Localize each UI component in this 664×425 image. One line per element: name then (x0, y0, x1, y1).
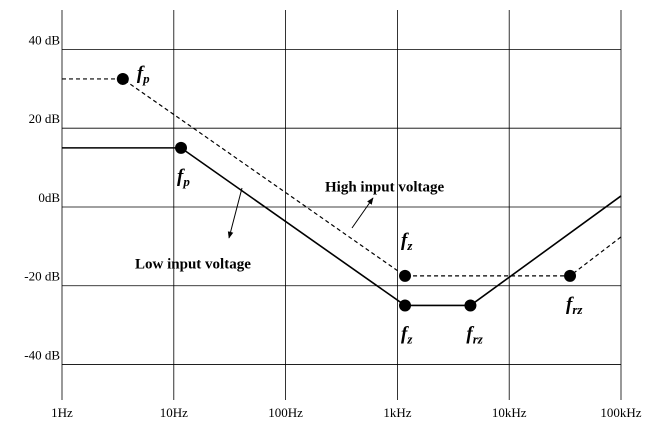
point-marker (399, 269, 412, 282)
x-tick-label: 1kHz (383, 405, 411, 420)
point-label-main: f (177, 166, 185, 187)
series-line (62, 147, 622, 307)
point-label-main: f (401, 324, 409, 345)
point-label: fz (401, 324, 413, 347)
y-tick-label: 40 dB (29, 32, 61, 47)
point-label-sub: rz (572, 302, 583, 317)
y-tick-label: -40 dB (24, 348, 60, 363)
y-tick-label: 0dB (38, 190, 60, 205)
series-line (62, 78, 622, 277)
point-marker (464, 299, 477, 312)
point-marker (564, 269, 577, 282)
point-label-main: f (466, 324, 474, 345)
y-tick-label: -20 dB (24, 269, 60, 284)
point-label-main: f (137, 63, 145, 84)
x-tick-label: 100kHz (600, 405, 641, 420)
point-marker (116, 72, 129, 85)
point-marker (175, 141, 188, 154)
point-label-sub: z (406, 238, 413, 253)
point-label: fp (137, 63, 150, 86)
point-marker (399, 299, 412, 312)
series-label: High input voltage (325, 179, 445, 195)
point-label-sub: z (406, 331, 413, 346)
point-label-sub: p (182, 174, 190, 189)
point-label: frz (566, 294, 583, 317)
point-label: fz (401, 230, 413, 253)
series-arrow (227, 187, 243, 239)
x-tick-label: 1Hz (51, 405, 73, 420)
x-tick-label: 100Hz (268, 405, 303, 420)
point-label-sub: p (142, 71, 150, 86)
series-label: Low input voltage (135, 256, 251, 272)
point-label-main: f (401, 230, 409, 251)
point-label-main: f (566, 294, 574, 315)
point-label: fp (177, 166, 190, 189)
series-arrow (351, 197, 374, 229)
y-tick-label: 20 dB (29, 111, 61, 126)
x-tick-label: 10kHz (492, 405, 527, 420)
point-label: frz (466, 324, 483, 347)
point-label-sub: rz (473, 331, 484, 346)
x-tick-label: 10Hz (160, 405, 188, 420)
